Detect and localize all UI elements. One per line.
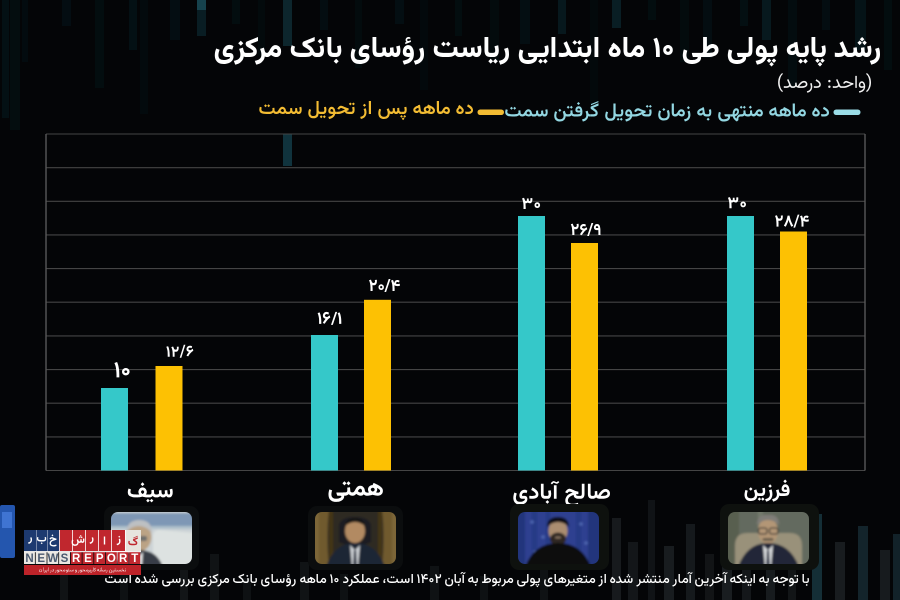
svg-text:R: R [72,553,81,565]
svg-text:E: E [84,553,92,565]
svg-text:N: N [25,553,33,565]
svg-text:E: E [37,553,45,565]
svg-text:W: W [47,553,58,565]
svg-text:O: O [107,553,116,565]
svg-text:R: R [119,553,128,565]
svg-text:S: S [61,553,69,565]
svg-text:P: P [96,553,104,565]
svg-text:T: T [131,553,138,565]
